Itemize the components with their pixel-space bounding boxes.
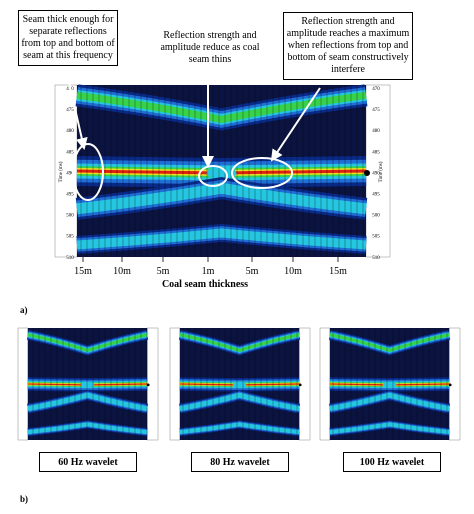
- y-tick-label: 510: [66, 256, 74, 261]
- y-tick-label: 480: [66, 129, 74, 134]
- x-tick-label: 15m: [329, 266, 347, 277]
- callout: Seam thick enough for separate reflectio…: [18, 10, 118, 66]
- panel-label: b): [20, 494, 29, 504]
- x-tick-label: 15m: [74, 266, 92, 277]
- traces: [27, 328, 148, 440]
- y-tick-label: 475: [66, 108, 74, 113]
- y-tick-label: 505: [372, 235, 380, 240]
- y-tick-label: 490: [66, 171, 74, 176]
- x-tick-label: 5m: [157, 266, 170, 277]
- y-tick-label: 485: [372, 150, 380, 155]
- y-tick-label: 475: [372, 108, 380, 113]
- x-tick-label: 5m: [246, 266, 259, 277]
- arrow: [67, 77, 88, 150]
- axis-strip: [17, 327, 29, 441]
- y-tick-label: 490: [372, 171, 380, 176]
- axis-strip: [169, 327, 181, 441]
- y-tick-label: 505: [66, 235, 74, 240]
- x-tick-label: 10m: [284, 266, 302, 277]
- axis-strip: [319, 327, 331, 441]
- wavelet-label: 100 Hz wavelet: [343, 452, 441, 472]
- callout: Reflection strength and amplitude reduce…: [156, 28, 264, 68]
- wavelet-label: 60 Hz wavelet: [39, 452, 137, 472]
- highlight: [72, 143, 104, 201]
- y-tick-label: 470: [372, 87, 380, 92]
- marker: [364, 170, 370, 176]
- x-tick-label: 10m: [113, 266, 131, 277]
- y-tick-label: 495: [372, 193, 380, 198]
- y-axis-label: Time (ms): [379, 161, 384, 182]
- x-tick-label: 1m: [202, 266, 215, 277]
- traces: [77, 85, 366, 257]
- y-tick-label: 485: [66, 150, 74, 155]
- marker: [146, 383, 150, 387]
- y-tick-label: 500: [372, 214, 380, 219]
- marker: [298, 383, 302, 387]
- highlight: [231, 157, 293, 189]
- y-tick-label: 480: [372, 129, 380, 134]
- wavelet-label: 80 Hz wavelet: [191, 452, 289, 472]
- y-axis-label: Time (ms): [59, 161, 64, 182]
- y-tick-label: 500: [66, 214, 74, 219]
- traces: [179, 328, 300, 440]
- callout: Reflection strength and amplitude reache…: [283, 12, 413, 80]
- arrow: [270, 87, 321, 162]
- traces: [329, 328, 450, 440]
- y-tick-label: 495: [66, 193, 74, 198]
- x-axis-label: Coal seam thickness: [162, 279, 248, 290]
- panel-label: a): [20, 305, 28, 315]
- y-tick-label: 510: [372, 256, 380, 261]
- marker: [448, 383, 452, 387]
